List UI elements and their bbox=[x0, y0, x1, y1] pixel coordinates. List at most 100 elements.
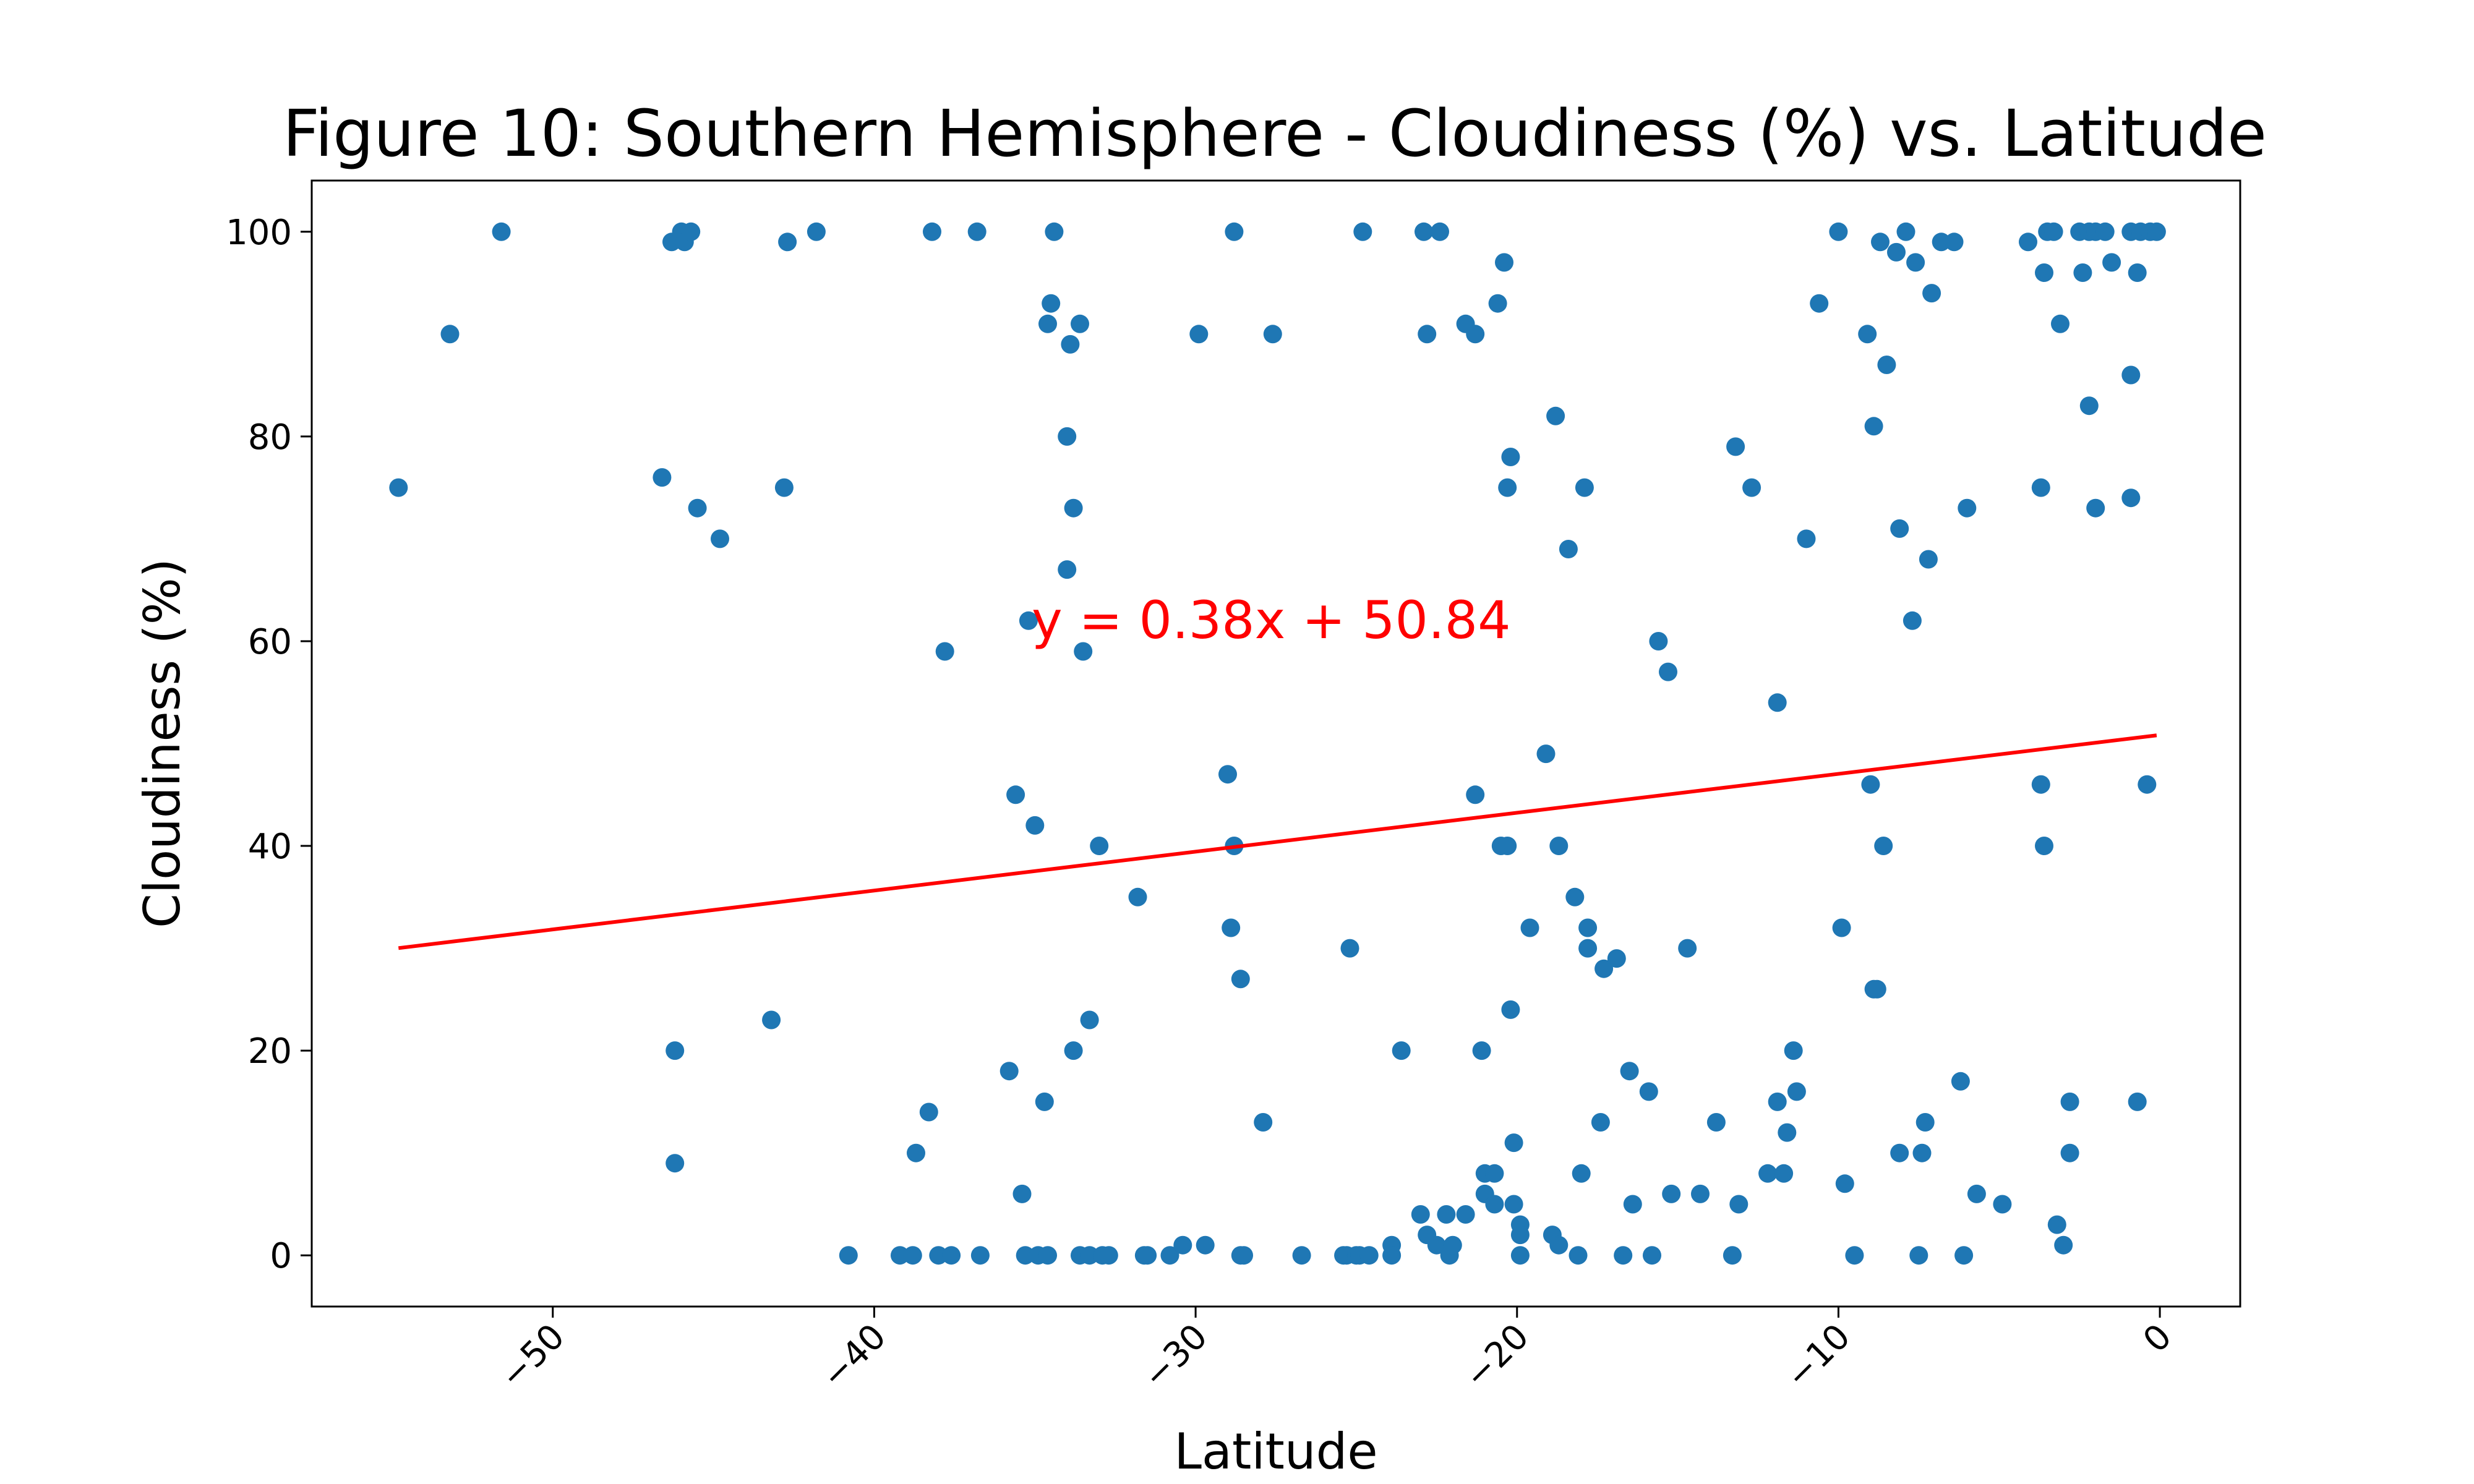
data-point bbox=[1392, 1041, 1411, 1060]
data-point bbox=[1128, 887, 1147, 906]
data-point bbox=[1607, 949, 1626, 968]
data-point bbox=[1382, 1246, 1402, 1265]
data-point bbox=[1993, 1195, 2012, 1214]
data-point bbox=[1549, 1235, 1569, 1255]
data-point bbox=[1080, 1246, 1099, 1265]
data-point bbox=[2035, 837, 2053, 855]
data-point bbox=[1591, 1113, 1610, 1132]
data-point bbox=[1623, 1195, 1642, 1214]
data-point bbox=[1456, 1205, 1475, 1224]
data-point bbox=[1858, 325, 1877, 344]
data-point bbox=[666, 1154, 685, 1173]
data-point bbox=[1932, 232, 1951, 252]
data-point bbox=[2051, 314, 2070, 333]
data-point bbox=[1064, 498, 1083, 518]
data-point bbox=[1498, 478, 1517, 497]
data-point bbox=[1778, 1123, 1797, 1142]
data-point bbox=[2019, 232, 2037, 252]
data-point bbox=[1485, 1164, 1504, 1183]
data-point bbox=[1006, 785, 1025, 804]
y-tick-label: 80 bbox=[248, 417, 292, 458]
data-point bbox=[666, 1041, 685, 1060]
data-point bbox=[1659, 662, 1677, 681]
data-point bbox=[2060, 1092, 2079, 1111]
data-point bbox=[2128, 1092, 2147, 1111]
y-tick-label: 0 bbox=[270, 1236, 292, 1276]
data-point bbox=[1061, 335, 1080, 354]
data-point bbox=[1099, 1246, 1118, 1265]
data-point bbox=[1045, 222, 1064, 241]
data-point bbox=[1074, 642, 1093, 661]
data-point bbox=[1510, 1246, 1530, 1265]
data-point bbox=[1536, 744, 1556, 764]
data-point bbox=[1706, 1113, 1726, 1132]
data-point bbox=[1958, 498, 1977, 518]
data-point bbox=[688, 498, 707, 518]
data-point bbox=[1504, 1133, 1523, 1153]
data-point bbox=[807, 222, 826, 241]
data-point bbox=[1620, 1062, 1639, 1081]
data-point bbox=[1058, 427, 1077, 446]
data-point bbox=[1485, 1195, 1504, 1214]
data-point bbox=[1572, 1164, 1591, 1183]
data-point bbox=[907, 1143, 925, 1162]
data-point bbox=[1643, 1246, 1661, 1265]
data-point bbox=[1418, 325, 1437, 344]
data-point bbox=[1254, 1113, 1273, 1132]
data-point bbox=[1575, 478, 1594, 497]
data-point bbox=[1797, 529, 1816, 548]
data-point bbox=[903, 1246, 922, 1265]
data-point bbox=[1218, 765, 1237, 784]
y-axis: 0 20 40 60 80 100 bbox=[226, 213, 312, 1276]
data-point bbox=[1569, 1246, 1588, 1265]
data-point bbox=[1861, 775, 1880, 794]
data-point bbox=[440, 325, 460, 344]
data-point bbox=[929, 1246, 948, 1265]
data-point bbox=[1887, 242, 1906, 262]
data-point bbox=[1038, 314, 1057, 333]
data-point bbox=[1038, 1246, 1057, 1265]
data-point bbox=[2086, 498, 2105, 518]
data-point bbox=[2031, 478, 2050, 497]
data-point bbox=[1012, 1184, 1032, 1203]
plot-frame bbox=[310, 179, 2241, 1308]
data-point bbox=[1415, 222, 1433, 241]
data-point bbox=[1871, 232, 1890, 252]
data-point bbox=[935, 642, 954, 661]
y-tick-label: 60 bbox=[248, 622, 292, 662]
chart-title: Figure 10: Southern Hemisphere - Cloudin… bbox=[283, 96, 2267, 171]
data-point bbox=[1501, 448, 1520, 466]
data-point bbox=[2047, 1215, 2066, 1234]
data-point bbox=[1359, 1246, 1379, 1265]
data-point bbox=[1353, 222, 1372, 241]
data-point bbox=[1292, 1246, 1311, 1265]
data-point bbox=[1189, 325, 1209, 344]
data-point bbox=[1559, 540, 1578, 558]
data-point bbox=[1912, 1143, 1932, 1162]
data-point bbox=[1954, 1246, 1974, 1265]
data-point bbox=[1231, 970, 1250, 989]
data-point bbox=[1222, 918, 1241, 937]
data-point bbox=[2035, 263, 2053, 282]
data-point bbox=[1742, 478, 1761, 497]
data-point bbox=[2095, 222, 2115, 241]
data-point bbox=[778, 232, 797, 252]
data-point bbox=[1835, 1174, 1854, 1193]
data-point bbox=[1578, 918, 1598, 937]
data-point bbox=[1431, 222, 1449, 241]
data-point bbox=[1614, 1246, 1633, 1265]
data-point bbox=[774, 478, 794, 497]
data-point bbox=[1787, 1082, 1806, 1101]
data-point bbox=[923, 222, 941, 241]
data-point bbox=[1160, 1246, 1179, 1265]
data-point bbox=[1504, 1195, 1523, 1214]
data-point bbox=[2031, 775, 2050, 794]
data-point bbox=[1427, 1235, 1446, 1255]
data-point bbox=[2128, 263, 2147, 282]
data-point bbox=[1890, 1143, 1909, 1162]
data-point bbox=[1437, 1205, 1456, 1224]
data-point bbox=[653, 468, 672, 487]
data-point bbox=[1058, 560, 1077, 579]
data-point bbox=[1896, 222, 1915, 241]
